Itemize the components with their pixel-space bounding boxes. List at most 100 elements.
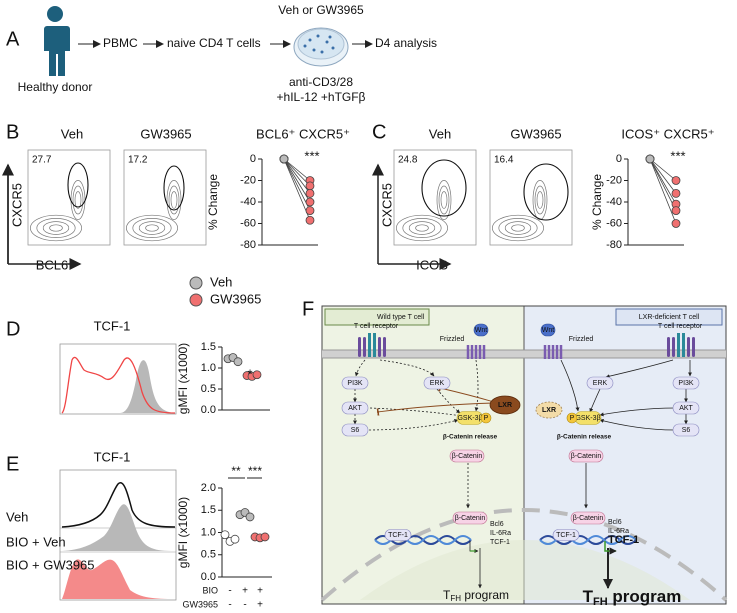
gate	[421, 159, 467, 217]
label: β-Catenin release	[443, 434, 498, 441]
node-label: ERK	[593, 380, 608, 387]
node	[570, 511, 606, 525]
node-label: β-Catenin	[452, 453, 483, 460]
table-label: GW3965	[182, 599, 218, 609]
label: PBMC	[103, 36, 138, 50]
node-label: LXR	[542, 407, 556, 414]
y-tick-label: 1.5	[201, 504, 216, 516]
label: Frizzled	[440, 336, 465, 343]
node	[566, 412, 578, 424]
contours	[30, 180, 86, 242]
node-label: β-Catenin	[573, 515, 604, 522]
program-label: TFH program	[443, 588, 509, 603]
label: Healthy donor	[18, 80, 93, 94]
axis-label: BCL6	[36, 257, 69, 272]
contour	[42, 221, 70, 235]
node	[672, 401, 700, 415]
node	[568, 449, 604, 463]
flow-plot	[489, 149, 573, 246]
axis-label: CXCR5	[9, 183, 24, 227]
table-sign: -	[228, 586, 231, 597]
data-point	[279, 154, 289, 164]
y-axis-label: % Change	[206, 174, 220, 230]
histogram-title: TCF-1	[94, 449, 131, 464]
flow-title: GW3965	[140, 126, 191, 141]
contour	[36, 218, 76, 238]
y-tick-label: -80	[240, 239, 256, 251]
table-sign: +	[242, 586, 248, 597]
y-tick-label: -60	[240, 217, 256, 229]
node	[552, 529, 580, 541]
data-point	[305, 181, 315, 191]
node	[341, 376, 369, 390]
table-sign: +	[257, 600, 263, 611]
data-point	[233, 357, 243, 367]
contours	[126, 180, 182, 242]
significance: ***	[304, 148, 319, 163]
legend-marker	[189, 276, 203, 290]
contour	[534, 185, 546, 215]
gate-percent: 17.2	[128, 155, 148, 166]
table-sign: -	[243, 600, 246, 611]
contour	[168, 185, 180, 215]
y-tick-label: -80	[606, 239, 622, 251]
row-label: Veh	[6, 509, 28, 524]
text: program	[461, 588, 509, 602]
y-tick-label: 0	[616, 153, 622, 165]
contour	[74, 191, 82, 209]
y-tick-label: 1.0	[201, 526, 216, 538]
contour	[408, 221, 436, 235]
chart-title: BCL6⁺ CXCR5⁺	[256, 126, 350, 141]
node	[672, 423, 700, 437]
significance: ***	[248, 464, 262, 478]
y-tick-label: 0	[250, 153, 256, 165]
data-point	[305, 206, 315, 216]
y-tick-label: -40	[606, 196, 622, 208]
significance: *	[247, 366, 252, 381]
label: +hIL-12 +hTGFβ	[277, 90, 366, 104]
node-label: β-Catenin	[571, 453, 602, 460]
pair-line	[649, 158, 677, 224]
panel-letter: D	[6, 318, 20, 340]
node-label: AKT	[348, 405, 362, 412]
node-label: Wnt	[542, 327, 555, 334]
y-axis-label: gMFI (x1000)	[176, 497, 190, 568]
contour	[440, 191, 448, 209]
contour	[49, 224, 63, 232]
gate-percent: 27.7	[32, 155, 52, 166]
node-label: Wnt	[475, 327, 488, 334]
label: D4 analysis	[375, 36, 437, 50]
contour	[498, 218, 538, 238]
y-tick-label: -40	[240, 196, 256, 208]
table-sign: -	[228, 600, 231, 611]
node	[535, 401, 563, 419]
pair-line	[649, 158, 677, 194]
node-label: TCF-1	[556, 532, 576, 539]
contour	[145, 224, 159, 232]
histogram	[59, 469, 177, 601]
contour	[30, 214, 82, 242]
row-label: BIO + GW3965	[6, 557, 95, 572]
pair-line	[283, 158, 311, 194]
node	[452, 511, 488, 525]
node	[423, 376, 451, 390]
node-label: GSK-3β	[457, 415, 482, 422]
significance: **	[231, 464, 241, 478]
panel-letter: A	[6, 28, 20, 50]
label: naive CD4 T cells	[167, 36, 261, 50]
flow-plot	[123, 149, 207, 246]
data-point	[645, 154, 655, 164]
panel-letter: F	[302, 298, 314, 320]
contour	[396, 214, 448, 242]
data-point	[245, 512, 255, 522]
legend-label: Veh	[210, 274, 232, 289]
node-label: PI3K	[347, 380, 363, 387]
label: Veh or GW3965	[278, 3, 364, 17]
node-label: LXR	[498, 402, 512, 409]
node	[672, 376, 700, 390]
axis-label: ICOS	[416, 257, 448, 272]
gate	[523, 163, 569, 221]
diagram-frame	[320, 305, 728, 605]
pair-line	[283, 158, 311, 181]
y-axis-label: gMFI (x1000)	[176, 343, 190, 414]
